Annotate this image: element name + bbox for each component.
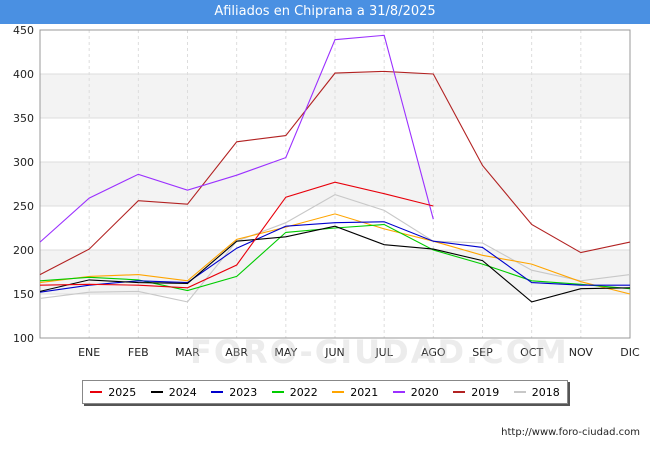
legend-label: 2025 <box>108 385 137 399</box>
x-tick-label: FEB <box>128 346 149 359</box>
source-url[interactable]: http://www.foro-ciudad.com <box>501 427 640 438</box>
legend-item-2019: 2019 <box>453 386 499 399</box>
series-line-2019 <box>39 70 631 276</box>
x-tick-label: AGO <box>421 346 446 359</box>
chart-legend: 2025 2024 2023 2022 2021 2020 2019 2018 <box>82 380 568 404</box>
legend-label: 2023 <box>229 385 258 399</box>
watermark: FORO-CIUDAD.COM <box>190 333 569 371</box>
legend-swatch <box>90 391 103 393</box>
x-tick-label: DIC <box>620 346 640 359</box>
legend-item-2024: 2024 <box>150 385 197 399</box>
title-bar <box>0 0 650 24</box>
series-line-2020 <box>39 34 434 243</box>
chart-title: Afiliados en Chiprana a 31/8/2025 <box>214 4 436 19</box>
x-tick-label: ABR <box>225 346 248 359</box>
y-tick-label: 100 <box>13 332 34 345</box>
legend-item-2020: 2020 <box>392 385 439 399</box>
legend-swatch <box>211 391 224 393</box>
legend-item-2022: 2022 <box>271 385 318 399</box>
x-tick-label: JUN <box>324 346 345 359</box>
series-line-2018 <box>39 194 631 303</box>
y-tick-label: 150 <box>13 288 34 301</box>
x-tick-label: SEP <box>472 346 493 359</box>
y-tick-label: 200 <box>13 244 34 257</box>
legend-label: 2021 <box>350 385 379 399</box>
series-line-2021 <box>39 213 631 295</box>
series-line-2022 <box>39 223 631 292</box>
x-tick-label: ENE <box>78 346 100 359</box>
legend-swatch <box>271 391 284 393</box>
plot-border <box>39 29 631 339</box>
legend-swatch <box>513 391 526 393</box>
legend-label: 2022 <box>289 385 318 399</box>
legend-label: 2020 <box>410 385 439 399</box>
legend-label: 2024 <box>168 385 197 399</box>
x-tick-label: MAY <box>274 346 297 359</box>
legend-swatch <box>332 391 345 393</box>
y-tick-label: 450 <box>13 24 34 37</box>
y-tick-label: 300 <box>13 156 34 169</box>
legend-item-2018: 2018 <box>513 385 560 399</box>
x-tick-label: OCT <box>520 346 543 359</box>
legend-label: 2019 <box>471 385 500 399</box>
legend-item-2025: 2025 <box>90 386 136 399</box>
legend-label: 2018 <box>531 385 560 399</box>
series-line-2025 <box>39 181 434 289</box>
y-tick-label: 400 <box>13 68 34 81</box>
x-tick-label: JUL <box>374 346 393 359</box>
legend-item-2021: 2021 <box>332 386 378 399</box>
x-tick-label: MAR <box>175 346 200 359</box>
legend-item-2023: 2023 <box>211 386 257 399</box>
legend-swatch <box>392 391 405 393</box>
y-tick-label: 250 <box>13 200 34 213</box>
series-line-2024 <box>39 225 631 303</box>
legend-swatch <box>150 391 163 393</box>
series-line-2023 <box>39 221 630 293</box>
y-tick-label: 350 <box>13 112 34 125</box>
legend-swatch <box>453 391 466 393</box>
x-tick-label: NOV <box>569 346 594 359</box>
